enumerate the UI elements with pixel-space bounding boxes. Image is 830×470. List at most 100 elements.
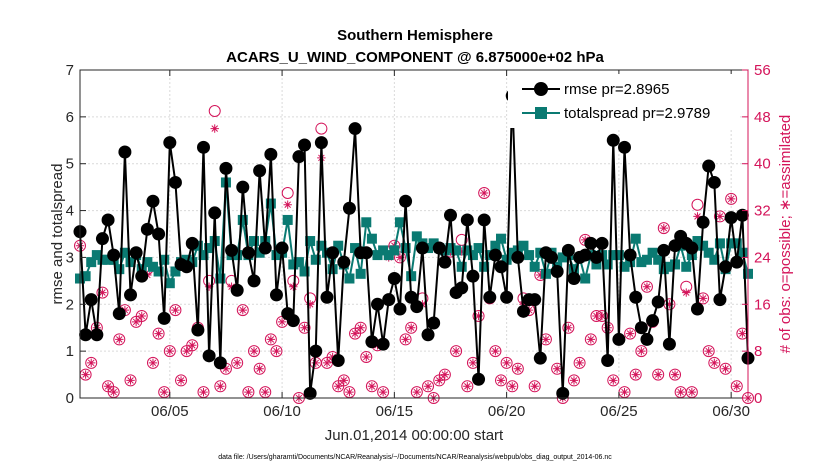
totalspread-point [310, 254, 321, 265]
totalspread-point [613, 250, 624, 261]
obs-assimilated-marker [631, 370, 640, 379]
totalspread-point [406, 271, 417, 282]
rmse-point [298, 138, 312, 152]
right-axis-ticks: 0 8 16 24 32 40 48 56 [742, 62, 771, 407]
totalspread-point [97, 254, 108, 265]
obs-possible-marker [652, 368, 665, 381]
rmse-point [561, 243, 575, 257]
rmse-point [556, 386, 570, 400]
obs-assimilated-marker [406, 323, 416, 332]
obs-assimilated-marker [81, 370, 90, 379]
x-axis-label: Jun.01,2014 00:00:00 start [325, 427, 504, 444]
rmse-point [730, 255, 744, 269]
obs-assimilated-marker [496, 376, 506, 385]
obs-assimilated-marker [204, 282, 214, 291]
rmse-point [657, 243, 671, 257]
rmse-point [146, 194, 160, 208]
rmse-point [640, 332, 654, 346]
right-tick-label: 8 [754, 343, 762, 360]
rmse-point [589, 250, 603, 264]
rmse-point [269, 288, 283, 302]
totalspread-point [529, 261, 540, 272]
obs-possible-marker [635, 345, 648, 358]
obs-possible-marker [461, 380, 474, 393]
totalspread-point [428, 238, 439, 249]
rmse-point [286, 314, 300, 328]
obs-possible-marker [365, 380, 378, 393]
obs-assimilated-marker [569, 376, 579, 385]
obs-assimilated-marker [502, 358, 511, 368]
totalspread-point [501, 254, 512, 265]
obs-assimilated-marker [199, 387, 208, 397]
totalspread-point [647, 247, 658, 258]
rmse-point [129, 246, 143, 260]
obs-assimilated-marker [412, 387, 422, 397]
totalspread-point [479, 261, 490, 272]
totalspread-point [316, 240, 327, 251]
rmse-point [241, 246, 255, 260]
obs-assimilated-marker [676, 387, 685, 397]
obs-assimilated-marker [272, 346, 281, 356]
right-tick-label: 0 [754, 390, 762, 407]
obs-assimilated-marker [670, 370, 680, 379]
legend: rmse pr=2.8965 totalspread pr=2.9789 [508, 74, 738, 128]
obs-assimilated-marker [457, 247, 466, 256]
left-tick-label: 3 [66, 249, 74, 266]
totalspread-point [372, 250, 383, 261]
obs-possible-marker [135, 310, 148, 322]
obs-assimilated-marker [513, 364, 523, 373]
obs-possible-marker [208, 105, 221, 117]
obs-assimilated-marker [171, 305, 180, 315]
obs-assimilated-marker [378, 387, 388, 397]
totalspread-point [641, 254, 652, 265]
obs-assimilated-marker [665, 300, 674, 309]
obs-assimilated-marker [356, 323, 365, 332]
obs-assimilated-marker [440, 370, 450, 379]
totalspread-point [411, 231, 422, 242]
obs-assimilated-marker [423, 382, 433, 391]
obs-assimilated-marker [232, 358, 242, 368]
obs-assimilated-marker [255, 364, 264, 373]
rmse-point [438, 255, 452, 269]
totalspread-point [187, 257, 198, 268]
obs-assimilated-marker [682, 288, 691, 297]
totalspread-point [473, 243, 484, 254]
obs-possible-marker [169, 304, 182, 317]
rmse-point [264, 147, 278, 161]
data-file-footnote: data file: /Users/gharamti/Documents/NCA… [218, 454, 612, 461]
totalspread-point [181, 254, 192, 265]
obs-assimilated-marker [435, 376, 444, 385]
obs-possible-marker [281, 187, 294, 199]
totalspread-point [232, 250, 243, 261]
totalspread-point [467, 250, 478, 261]
obs-assimilated-marker [721, 364, 730, 373]
obs-possible-marker [472, 310, 485, 322]
right-tick-label: 48 [754, 109, 771, 126]
obs-assimilated-marker [322, 358, 332, 368]
obs-assimilated-marker [103, 382, 113, 391]
obs-assimilated-marker [109, 387, 118, 397]
rmse-point [112, 307, 126, 321]
rmse-point [309, 344, 323, 358]
totalspread-point [698, 240, 709, 251]
obs-possible-marker [337, 374, 350, 387]
obs-possible-marker [657, 222, 670, 235]
rmse-point [488, 248, 502, 262]
obs-assimilated-marker [710, 358, 719, 368]
totalspread-point [630, 233, 641, 244]
rmse-point [118, 145, 132, 159]
rmse-point [331, 354, 345, 368]
totalspread-point [333, 240, 344, 251]
obs-possible-marker [640, 280, 653, 293]
obs-possible-marker [113, 333, 126, 346]
rmse-point [314, 136, 328, 150]
obs-possible-marker [500, 356, 513, 369]
totalspread-point [237, 214, 248, 225]
rmse-point [662, 337, 676, 351]
totalspread-point [709, 254, 720, 265]
rmse-point [320, 290, 334, 304]
obs-assimilated-marker [552, 364, 562, 373]
obs-possible-marker [236, 304, 249, 317]
rmse-point [107, 248, 121, 262]
obs-possible-marker [455, 233, 468, 246]
